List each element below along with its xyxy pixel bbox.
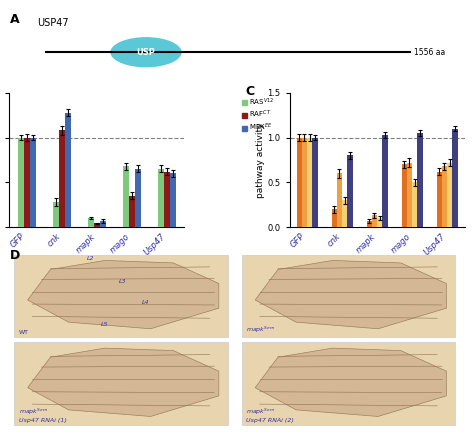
Text: mapk$^{Sem}$
Usp47 RNAi (1): mapk$^{Sem}$ Usp47 RNAi (1) <box>18 407 66 423</box>
X-axis label: dsRNA: dsRNA <box>82 259 112 267</box>
X-axis label: dsRNA: dsRNA <box>362 259 392 267</box>
Bar <box>307 138 312 227</box>
Bar <box>129 196 135 227</box>
Polygon shape <box>27 260 219 329</box>
Bar <box>170 173 176 227</box>
Ellipse shape <box>109 36 182 68</box>
Bar <box>123 166 129 227</box>
Bar <box>157 169 164 227</box>
FancyBboxPatch shape <box>14 342 228 425</box>
Bar <box>18 138 24 227</box>
Bar <box>447 163 452 227</box>
Bar <box>312 138 318 227</box>
Bar <box>401 164 407 227</box>
Bar <box>366 221 372 227</box>
Bar <box>302 138 307 227</box>
Bar <box>407 163 412 227</box>
Bar <box>135 169 141 227</box>
Bar <box>88 218 94 227</box>
Bar <box>377 218 382 227</box>
Bar <box>372 215 377 227</box>
Text: USP47: USP47 <box>37 18 68 28</box>
Text: WT: WT <box>18 330 28 335</box>
Text: C: C <box>246 85 255 98</box>
FancyBboxPatch shape <box>242 255 456 337</box>
Bar <box>59 131 65 227</box>
Bar <box>337 173 342 227</box>
Bar <box>30 138 36 227</box>
Text: L4: L4 <box>141 301 149 305</box>
Bar <box>417 133 422 227</box>
Bar <box>347 156 353 227</box>
Text: A: A <box>9 13 19 26</box>
Text: L2: L2 <box>87 256 94 261</box>
Bar <box>100 221 107 227</box>
Polygon shape <box>255 260 447 329</box>
Y-axis label: pathway activity: pathway activity <box>255 122 264 198</box>
Bar <box>94 223 100 227</box>
Polygon shape <box>27 348 219 416</box>
Text: D: D <box>9 250 20 262</box>
Text: 1556 aa: 1556 aa <box>414 48 446 57</box>
Bar <box>65 113 72 227</box>
Bar <box>297 138 302 227</box>
Text: USP: USP <box>137 48 155 57</box>
Bar <box>24 138 30 227</box>
Legend: RAS$^{V12}$, RAF$^{CT}$, MEK$^{EE}$: RAS$^{V12}$, RAF$^{CT}$, MEK$^{EE}$ <box>239 94 277 136</box>
FancyBboxPatch shape <box>242 342 456 425</box>
Bar <box>452 128 457 227</box>
Text: L5: L5 <box>100 322 108 327</box>
Text: mapk$^{Sem}$: mapk$^{Sem}$ <box>246 325 275 335</box>
Bar <box>53 202 59 227</box>
Bar <box>342 200 347 227</box>
Bar <box>442 166 447 227</box>
Bar <box>412 182 417 227</box>
Text: L3: L3 <box>118 279 126 284</box>
FancyBboxPatch shape <box>14 255 228 337</box>
Bar <box>437 172 442 227</box>
Bar <box>164 172 170 227</box>
Bar <box>331 209 337 227</box>
Polygon shape <box>255 348 447 416</box>
Bar <box>382 135 388 227</box>
Text: mapk$^{Sem}$
Usp47 RNAi (2): mapk$^{Sem}$ Usp47 RNAi (2) <box>246 407 294 423</box>
